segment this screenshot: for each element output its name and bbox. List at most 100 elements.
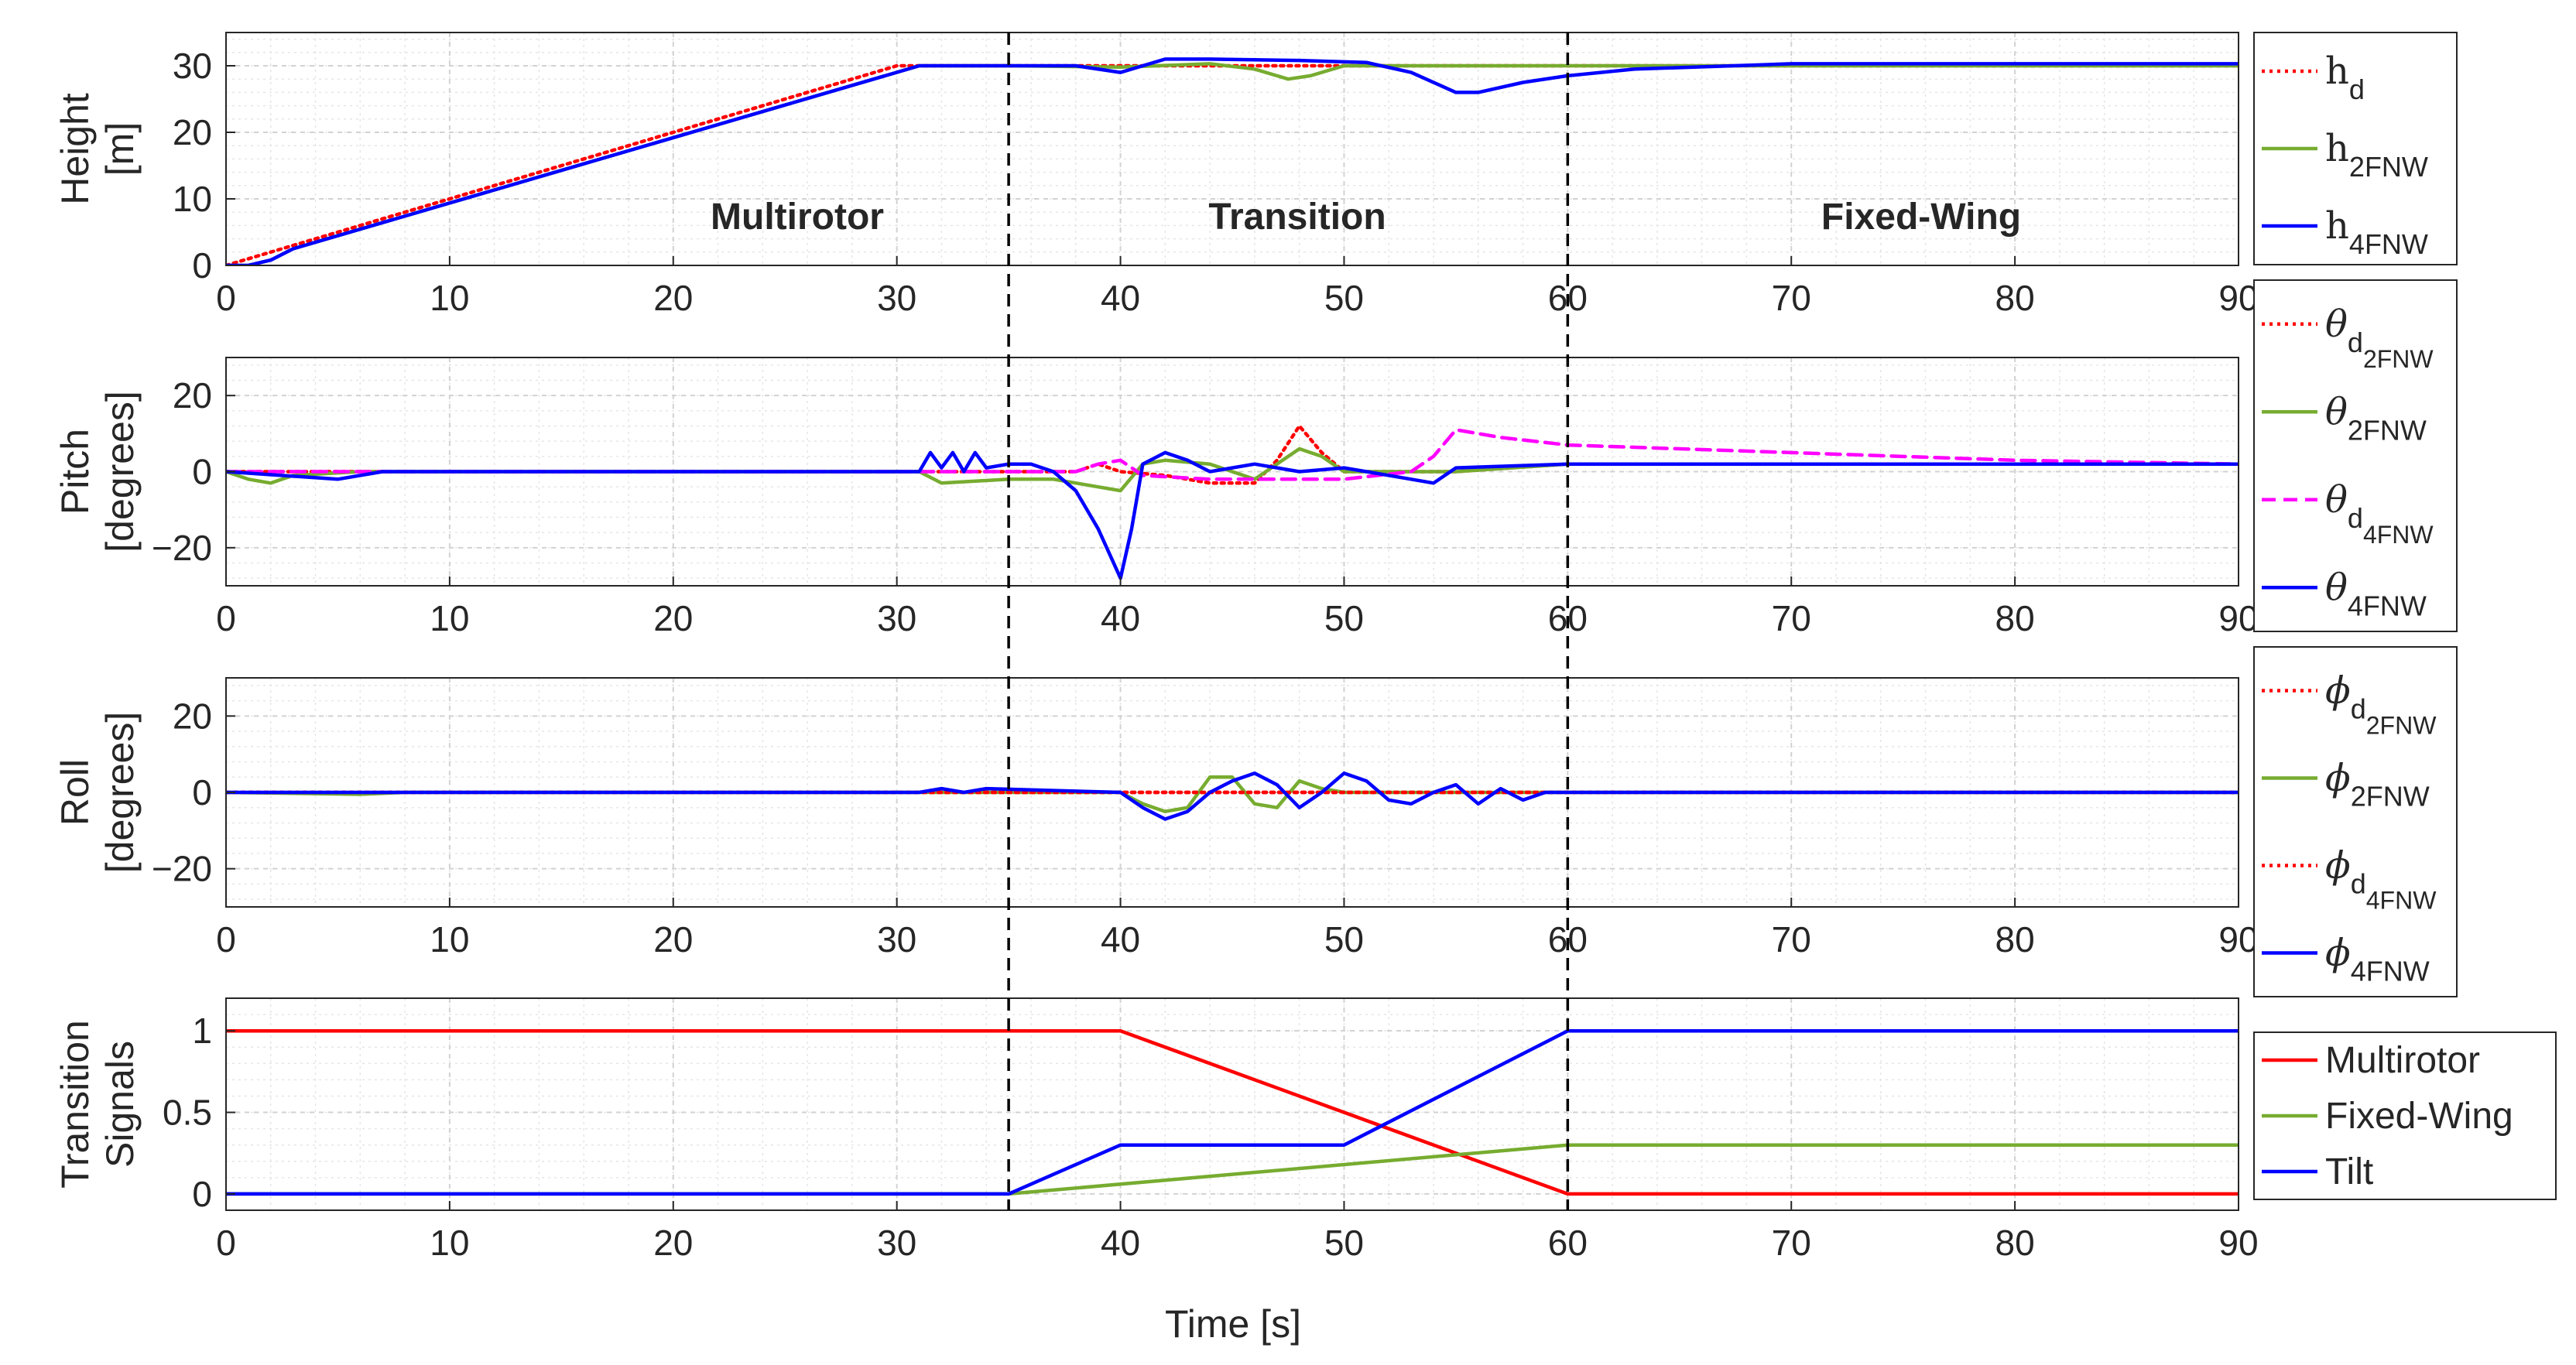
y-tick-label: −20 [152, 528, 212, 568]
legend-transition: Multirotor Fixed-Wing Tilt [2253, 1031, 2557, 1200]
plot-area [226, 32, 2239, 265]
x-tick-label: 90 [2218, 598, 2258, 638]
y-axis-label-line: [m] [98, 122, 142, 176]
legend-entry-label: θ2FNW [2325, 390, 2427, 446]
x-tick-label: 20 [653, 919, 693, 960]
x-tick-label: 30 [877, 278, 916, 318]
y-tick-label: 0 [192, 1174, 212, 1214]
x-tick-label: 90 [2218, 1223, 2258, 1263]
legend-base-symbol: θ [2325, 390, 2348, 433]
x-tick-label: 80 [1995, 1223, 2035, 1263]
axes-box [225, 997, 2239, 1211]
phase-labels: Multirotor Transition Fixed-Wing [711, 197, 2021, 238]
y-tick-label: 30 [173, 46, 212, 86]
series-group [226, 57, 2239, 265]
panel-roll: 0 10 20 30 40 50 60 70 80 90−20020Roll[degrees]ϕd… [53, 646, 2458, 997]
y-axis-label-line: Roll [53, 759, 97, 826]
legend-subscript: d [2351, 868, 2366, 900]
series-group [226, 424, 2239, 580]
legend-base-symbol: θ [2325, 478, 2348, 522]
legend-base-symbol: ϕ [2325, 844, 2351, 888]
legend-subscript: 2FNW [2348, 414, 2427, 446]
series-group [226, 771, 2239, 821]
x-tick-label: 10 [430, 278, 469, 318]
x-tick-label: 30 [877, 1223, 916, 1263]
y-tick-label: 20 [173, 375, 212, 416]
series-group [226, 1028, 2239, 1196]
series-line-Tilt [226, 1028, 2239, 1196]
legend-entry-label: Multirotor [2325, 1040, 2480, 1081]
legend-subscript: 2FNW [2351, 781, 2430, 812]
x-tick-label: 30 [877, 598, 916, 638]
y-tick-label: 0 [192, 452, 212, 492]
legend-base-symbol: h [2325, 127, 2349, 170]
y-tick-label: 20 [173, 112, 212, 152]
x-tick-label: 10 [430, 1223, 469, 1263]
legend-subsubscript: 4FNW [2363, 521, 2434, 549]
legend-subscript: 4FNW [2351, 956, 2430, 987]
x-tick-label: 50 [1324, 598, 1364, 638]
series-line-h_4FNW [226, 57, 2239, 265]
y-tick-label: −20 [152, 849, 212, 889]
legend-box [2253, 279, 2458, 632]
legend-base-symbol: ϕ [2325, 932, 2351, 975]
legend-entry-label: h2FNW [2325, 127, 2428, 183]
axes-box [225, 32, 2239, 266]
legend-base-symbol: θ [2325, 303, 2348, 346]
x-tick-label: 20 [653, 278, 693, 318]
legend-entry-label: Fixed-Wing [2325, 1096, 2513, 1137]
legend-base-symbol: h [2325, 50, 2349, 93]
legend-entry-label: ϕ2FNW [2325, 757, 2430, 812]
phase-divider-lines [1007, 32, 1570, 1210]
legend-subsubscript: 2FNW [2363, 345, 2434, 373]
legend-subscript: 4FNW [2349, 228, 2428, 260]
panel-transition: 0 10 20 30 40 50 60 70 80 90 0 0.5 1 TransitionSignal… [53, 997, 2557, 1263]
x-tick-label: 80 [1995, 278, 2035, 318]
x-tick-label: 80 [1995, 598, 2035, 638]
legend-entry-label: h4FNW [2325, 204, 2428, 260]
phase-label-multirotor: Multirotor [711, 197, 884, 238]
x-tick-label: 50 [1324, 919, 1364, 960]
series-line-phi_4FNW [226, 771, 2239, 821]
series-line-theta_2FNW [226, 446, 2239, 493]
series-line-theta_d_4FNW [226, 428, 2239, 481]
legend-subscript: d [2351, 693, 2366, 725]
x-tick-label: 80 [1995, 919, 2035, 960]
legend-entry-label: hd [2325, 50, 2365, 105]
x-tick-label: 0 [216, 598, 236, 638]
phase-label-transition: Transition [1208, 197, 1386, 238]
x-tick-label: 0 [216, 278, 236, 318]
phase-label-fixed-wing: Fixed-Wing [1821, 197, 2021, 238]
legend-subscript: 4FNW [2348, 590, 2427, 621]
x-tick-label: 90 [2218, 278, 2258, 318]
legend-subscript: d [2348, 327, 2363, 358]
y-tick-label: 20 [173, 696, 212, 736]
y-axis-label-line: Pitch [53, 429, 97, 515]
y-axis-label-line: Signals [98, 1041, 142, 1168]
y-tick-label: 0 [192, 772, 212, 812]
y-tick-label: 1 [192, 1011, 212, 1051]
legend-entry-label: θd4FNW [2325, 478, 2434, 549]
x-tick-label: 0 [216, 919, 236, 960]
x-tick-label: 50 [1324, 1223, 1364, 1263]
legend-subsubscript: 4FNW [2366, 887, 2437, 915]
x-tick-label: 20 [653, 1223, 693, 1263]
legend-entry-label: ϕ4FNW [2325, 932, 2430, 987]
x-tick-label: 70 [1772, 1223, 1811, 1263]
x-tick-label: 60 [1548, 1223, 1588, 1263]
x-tick-label: 40 [1101, 919, 1140, 960]
series-line-theta_4FNW [226, 450, 2239, 580]
legend-base-symbol: ϕ [2325, 757, 2351, 800]
y-axis-label: Pitch[degrees] [53, 391, 142, 552]
legend-box [2253, 646, 2458, 997]
x-tick-label: 10 [430, 598, 469, 638]
legend-subsubscript: 2FNW [2366, 712, 2437, 740]
legend-entry-label: ϕd2FNW [2325, 669, 2437, 740]
y-tick-label: 0 [192, 245, 212, 286]
legend-subscript: 2FNW [2349, 151, 2428, 183]
x-axis-label: Time [s] [1165, 1302, 1301, 1346]
legend-subscript: d [2349, 74, 2365, 105]
legend-entry-label: θd2FNW [2325, 303, 2434, 373]
